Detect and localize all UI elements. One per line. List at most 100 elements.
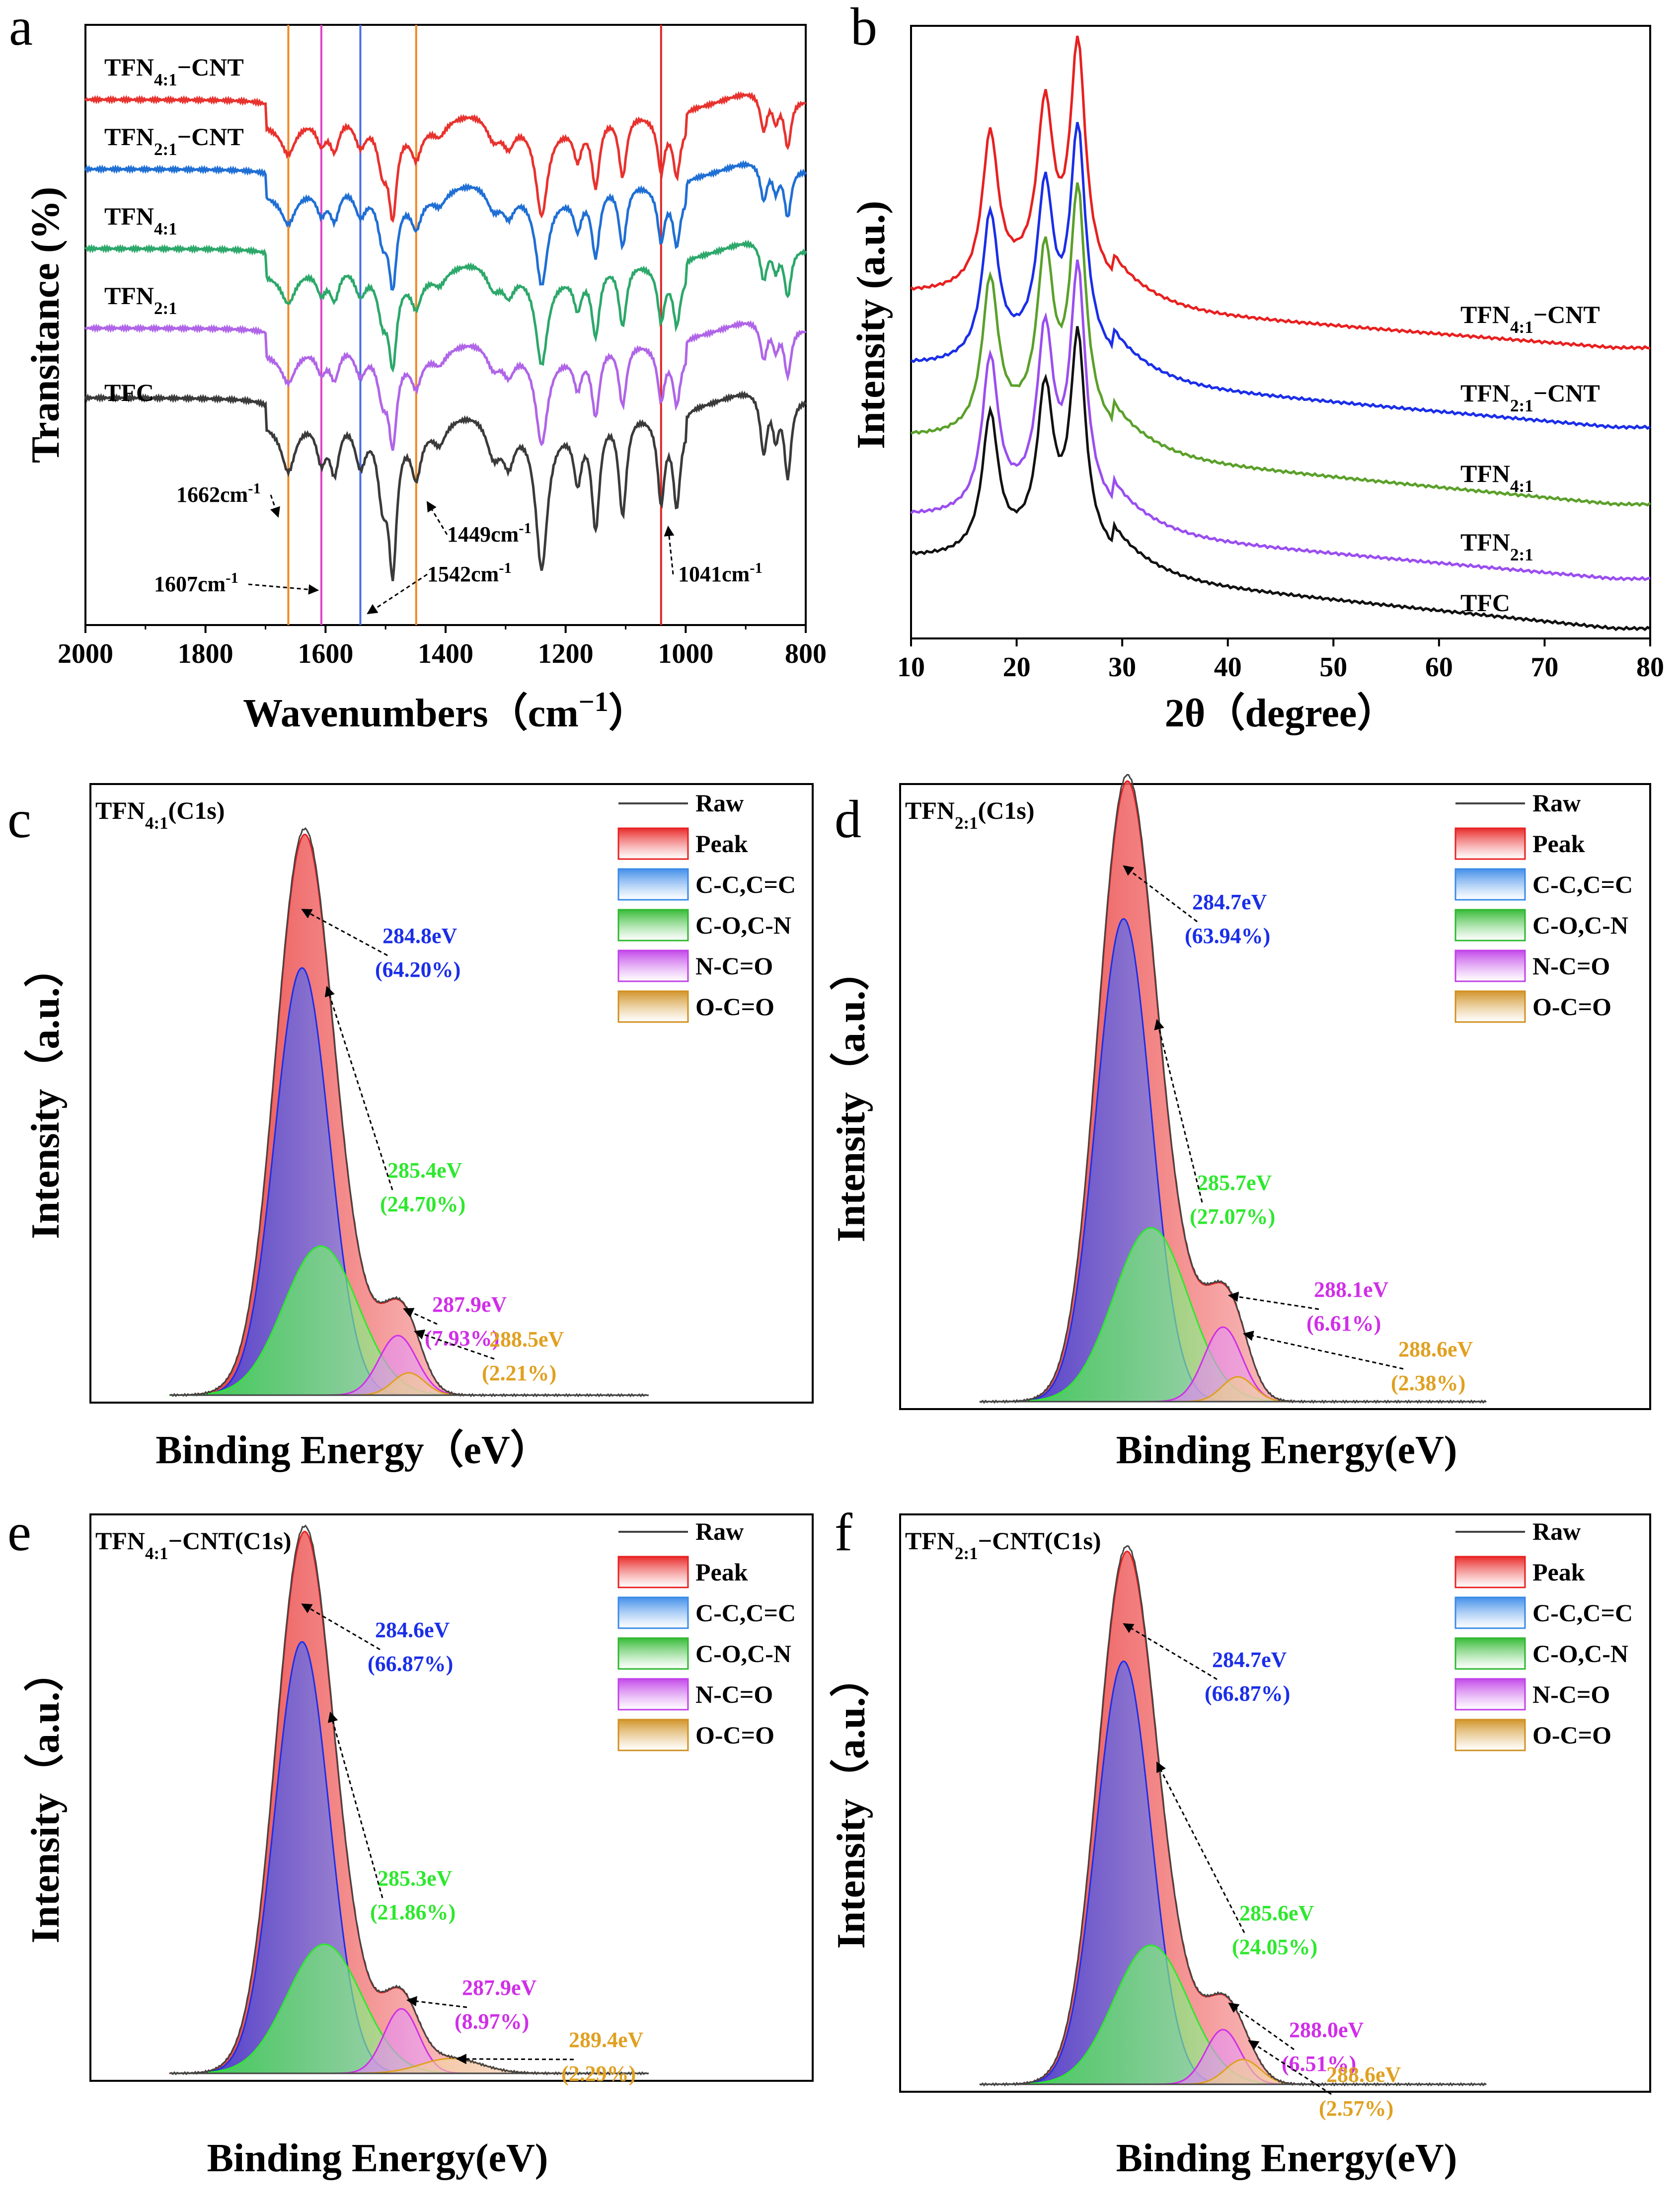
legend-label-Peak-d: Peak	[1532, 830, 1585, 858]
x-tick-label-a: 800	[785, 638, 827, 669]
x-tick-label-b: 50	[1319, 652, 1347, 683]
legend-swatch-Peak-f	[1454, 1556, 1526, 1588]
annotation-1041: 1041cm-1	[678, 559, 763, 586]
peak-label-pct-O-C=O-f: (2.57%)	[1319, 2096, 1393, 2121]
legend-label-Raw-e: Raw	[695, 1517, 744, 1545]
panel-label-c: c	[7, 790, 31, 849]
x-axis-title-e: Binding Energy(eV)	[207, 2136, 548, 2180]
peak-arrow-C-O,C-N-c	[324, 986, 393, 1190]
peak-label-be-C-C,C=C-c: 284.8eV	[382, 924, 458, 948]
plot-frame-c	[89, 783, 814, 1404]
pattern-TFN2:1	[910, 259, 1651, 582]
annotation-1662: 1662cm-1	[176, 480, 261, 507]
x-tick-label-a: 1400	[418, 638, 473, 669]
legend-swatch-C-O,C-N-f	[1454, 1637, 1526, 1670]
panel-label-f: f	[835, 1503, 852, 1562]
annotation-1449: 1449cm-1	[447, 520, 532, 547]
legend-swatch-C-C,C=C-c	[617, 868, 689, 901]
x-tick-label-b: 10	[897, 652, 925, 683]
pattern-TFN4:1−CNT	[910, 35, 1651, 351]
annotation-1607: 1607cm-1	[154, 569, 238, 596]
legend-swatch-Peak-d	[1454, 827, 1526, 860]
panel-c: c TFN4:1(C1s) 284.8eV (64.20%) 285.4eV (24.70…	[7, 783, 814, 1472]
legend-label-Raw-d: Raw	[1532, 789, 1581, 817]
peak-label-pct-O-C=O-c: (2.21%)	[482, 1361, 556, 1385]
legend-label-C-C,C=C-e: C-C,C=C	[695, 1599, 796, 1627]
peak-label-be-C-C,C=C-e: 284.6eV	[375, 1618, 450, 1642]
legend-swatch-N-C=O-f	[1454, 1678, 1526, 1711]
legend-label-N-C=O-e: N-C=O	[695, 1680, 773, 1708]
peak-arrow-C-O,C-N-e	[328, 1711, 383, 1898]
legend-label-C-O,C-N-f: C-O,C-N	[1532, 1640, 1628, 1667]
x-axis-title-d: Binding Energy(eV)	[1116, 1428, 1457, 1472]
panel-f: f TFN2:1−CNT(C1s) 284.7eV (66.87%) 285.6eV (2…	[830, 1503, 1651, 2180]
legend-swatch-C-O,C-N-c	[617, 909, 689, 942]
y-axis-title-a: Transitance (%)	[24, 187, 68, 463]
plot-frame-b	[910, 25, 1651, 639]
peak-label-pct-C-O,C-N-e: (21.86%)	[370, 1900, 456, 1924]
panel-e: e TFN4:1−CNT(C1s) 284.6eV (66.87%) 285.3eV (2…	[7, 1503, 814, 2180]
legend-label-Peak-c: Peak	[695, 830, 748, 858]
plot-frame-f	[899, 1513, 1651, 2093]
legend-label-C-C,C=C-c: C-C,C=C	[695, 870, 796, 898]
peak-label-be-N-C=O-f: 288.0eV	[1289, 2018, 1364, 2042]
peak-label-be-O-C=O-f: 288.6eV	[1326, 2062, 1401, 2087]
legend-label-C-C,C=C-f: C-C,C=C	[1532, 1599, 1633, 1627]
legend-label-N-C=O-d: N-C=O	[1532, 952, 1610, 980]
series-label-TFC: TFC	[1460, 589, 1510, 617]
panel-label-b: b	[850, 0, 877, 57]
pattern-TFN4:1	[911, 182, 1651, 507]
panel-a: a TFN4:1−CNT TFN2:1−CNT TFN4:1 TFN2:1 TFC 1662…	[9, 0, 827, 735]
peak-label-be-O-C=O-e: 289.4eV	[569, 2028, 644, 2052]
spectrum-TFN4:1	[84, 239, 807, 373]
peak-arrow-O-C=O-c	[414, 1329, 495, 1360]
raw-line-e	[169, 1524, 649, 2076]
panel-label-e: e	[7, 1503, 31, 1562]
legend-swatch-C-O,C-N-d	[1454, 909, 1526, 942]
peak-label-be-O-C=O-c: 288.5eV	[489, 1327, 564, 1351]
legend-swatch-O-C=O-d	[1454, 990, 1526, 1023]
legend-label-C-C,C=C-d: C-C,C=C	[1532, 870, 1633, 898]
legend-swatch-N-C=O-d	[1454, 949, 1526, 982]
peak-arrow-C-C,C=C-d	[1123, 865, 1198, 923]
x-tick-label-b: 60	[1425, 652, 1453, 683]
panel-d: d TFN2:1(C1s) 284.7eV (63.94%) 285.7eV (27.07…	[830, 774, 1651, 1472]
series-label-TFC: TFC	[104, 379, 154, 406]
x-tick-label-b: 40	[1214, 652, 1242, 683]
peak-envelope-e	[169, 1531, 648, 2074]
x-axis-title-a: Wavenumbers（cm−1）	[243, 687, 648, 735]
peak-label-pct-C-C,C=C-f: (66.87%)	[1205, 1681, 1290, 1706]
panel-title-d: TFN2:1(C1s)	[905, 796, 1035, 833]
peak-arrow-C-C,C=C-e	[301, 1603, 381, 1651]
pattern-TFC	[910, 326, 1651, 631]
legend-swatch-Peak-c	[617, 827, 689, 860]
peak-label-be-N-C=O-d: 288.1eV	[1314, 1277, 1389, 1302]
peak-arrow-O-C=O-d	[1242, 1331, 1404, 1370]
legend-label-Peak-f: Peak	[1532, 1558, 1585, 1586]
spectrum-TFN4:1−CNT	[84, 91, 806, 223]
peak-label-pct-N-C=O-f: (6.51%)	[1282, 2052, 1356, 2076]
peak-label-pct-N-C=O-d: (6.61%)	[1306, 1311, 1381, 1336]
legend-label-O-C=O-c: O-C=O	[695, 993, 774, 1021]
raw-line-f	[979, 1545, 1487, 2087]
series-label-TFN2:1: TFN2:1	[104, 282, 177, 318]
peak-label-pct-N-C=O-e: (8.97%)	[455, 2009, 529, 2034]
legend-swatch-N-C=O-c	[617, 949, 689, 982]
legend-label-N-C=O-f: N-C=O	[1532, 1680, 1610, 1708]
legend-swatch-Peak-e	[617, 1556, 689, 1588]
peak-label-be-N-C=O-e: 287.9eV	[462, 1975, 537, 2000]
peak-label-be-N-C=O-c: 287.9eV	[432, 1292, 507, 1317]
pattern-TFN2:1−CNT	[910, 122, 1651, 430]
peak-arrow-N-C=O-c	[403, 1308, 438, 1325]
y-axis-title-b: Intensity (a.u.)	[849, 201, 893, 449]
series-label-TFN4:1: TFN4:1	[104, 202, 177, 238]
panel-title-c: TFN4:1(C1s)	[95, 796, 225, 833]
x-tick-label-b: 30	[1108, 652, 1136, 683]
peak-label-be-C-C,C=C-f: 284.7eV	[1212, 1648, 1287, 1672]
legend-label-N-C=O-c: N-C=O	[695, 952, 773, 980]
peak-label-be-C-O,C-N-e: 285.3eV	[378, 1866, 453, 1891]
legend-label-C-O,C-N-d: C-O,C-N	[1532, 911, 1628, 939]
panel-label-d: d	[835, 790, 861, 849]
legend-label-O-C=O-e: O-C=O	[695, 1721, 774, 1749]
peak-label-pct-C-C,C=C-c: (64.20%)	[375, 957, 460, 982]
